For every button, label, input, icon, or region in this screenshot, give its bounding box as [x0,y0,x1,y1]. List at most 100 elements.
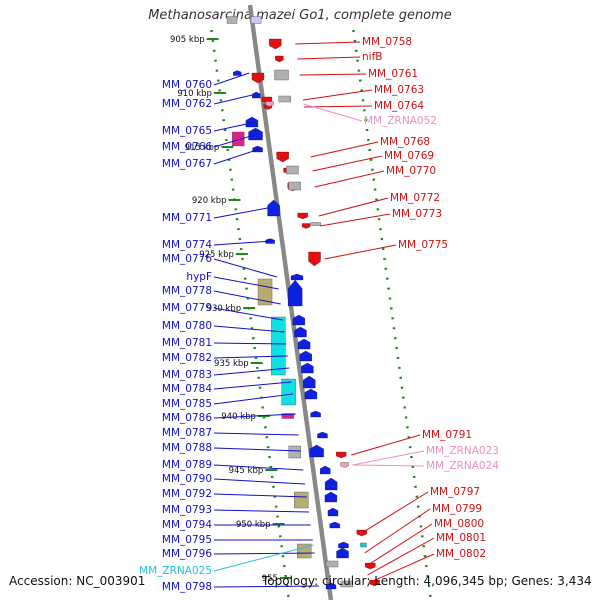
forward-gene-glyph [325,582,337,590]
reverse-gene-glyph [269,38,282,50]
forward-gene-glyph [336,547,349,559]
gene-label: MM_0802 [436,548,486,560]
gene-label: MM_0794 [162,519,212,531]
gene-label: MM_0765 [162,125,212,137]
gene-label: MM_0774 [162,239,212,251]
gene-label: MM_0785 [162,398,212,410]
leader-line [367,537,435,576]
forward-gene-glyph [304,388,318,400]
leader-line [295,41,361,45]
gene-label: MM_0800 [434,518,484,530]
gene-label: MM_0767 [162,158,212,170]
forward-gene-glyph [303,375,316,389]
forward-gene-glyph [324,491,338,503]
leader-line [213,148,260,165]
gene-label: MM_0778 [162,285,212,297]
gene-label: MM_ZRNA024 [426,460,499,472]
gene-label: MM_0781 [162,337,212,349]
rna-glyph [340,462,349,468]
reverse-gene-glyph [336,451,347,459]
leader-line [213,133,258,148]
leader-line [213,121,257,132]
feature-box [232,131,245,147]
gene-label: MM_0786 [162,412,212,424]
leader-line [213,290,281,305]
leader-line [302,89,373,101]
leader-line [213,207,268,219]
leader-line [352,464,425,467]
gene-label: MM_0788 [162,442,212,454]
gene-label: MM_0773 [392,208,442,220]
forward-gene-glyph [327,507,339,517]
gene-label: MM_0764 [374,100,424,112]
gene-label: MM_0792 [162,488,212,500]
gene-label: MM_0776 [162,253,212,265]
leader-line [213,355,288,359]
scale-label: 905 kbp [170,35,205,45]
reverse-gene-glyph [308,251,321,267]
gene-label: nifB [362,51,382,63]
leader-line [213,258,278,278]
leader-line [213,432,299,436]
leader-line [299,73,367,76]
gene-label: MM_0775 [398,239,448,251]
gene-label: MM_ZRNA052 [364,115,437,127]
feature-box [310,222,321,226]
feature-box [226,16,238,24]
gene-label: MM_ZRNA023 [426,445,499,457]
leader-line [213,464,304,471]
leader-line [297,56,361,60]
feature-box [281,413,295,419]
leader-line [213,325,285,333]
gene-label: MM_0797 [430,486,480,498]
scale-label: 920 kbp [192,196,227,206]
leader-line [213,240,273,246]
leader-line [213,393,293,405]
feature-box [286,165,299,175]
gene-label: MM_0783 [162,369,212,381]
leader-line [351,434,421,456]
gene-label: MM_0770 [386,165,436,177]
gene-label: MM_0761 [368,68,418,80]
scale-label: 915 kbp [185,143,220,153]
scale-track-left [210,29,291,600]
forward-gene-glyph [267,199,280,217]
gene-label: MM_0768 [380,136,430,148]
leader-line [303,103,363,122]
gene-label: MM_0790 [162,473,212,485]
gene-label: MM_ZRNA025 [139,565,212,577]
gene-label: MM_0771 [162,212,212,224]
forward-gene-glyph [233,70,242,76]
gene-label: MM_0793 [162,504,212,516]
gene-label: MM_0795 [162,534,212,546]
feature-box [250,16,262,24]
gene-label: MM_0796 [162,548,212,560]
leader-line [213,413,296,419]
scale-label: 955 [262,574,278,584]
forward-gene-glyph [252,91,261,99]
forward-gene-glyph [301,362,314,374]
label-layer: 905 kbp 910 kbp 915 kbp 920 kbp 925 kbp 930 k… [139,35,499,593]
gene-label: MM_0799 [432,503,482,515]
leader-line [213,72,250,86]
forward-gene-glyph [288,279,303,307]
forward-gene-glyph [309,444,324,458]
leader-line [318,197,389,217]
leader-line [366,523,433,567]
feature-box [325,560,339,568]
forward-gene-glyph [338,541,349,549]
genome-summary-text: Topology: circular; Length: 4,096,345 bp… [262,574,592,588]
forward-gene-glyph [317,431,328,439]
accession-text: Accession: NC_003901 [9,574,146,588]
gene-label: MM_0791 [422,429,472,441]
reverse-gene-glyph [301,223,311,229]
feature-box [294,491,309,509]
gene-label: MM_0772 [390,192,440,204]
feature-box [288,181,301,191]
feature-box [297,543,312,559]
feature-box [274,69,289,81]
forward-gene-glyph [324,477,338,491]
forward-gene-glyph [310,410,321,418]
feature-box [271,316,286,376]
